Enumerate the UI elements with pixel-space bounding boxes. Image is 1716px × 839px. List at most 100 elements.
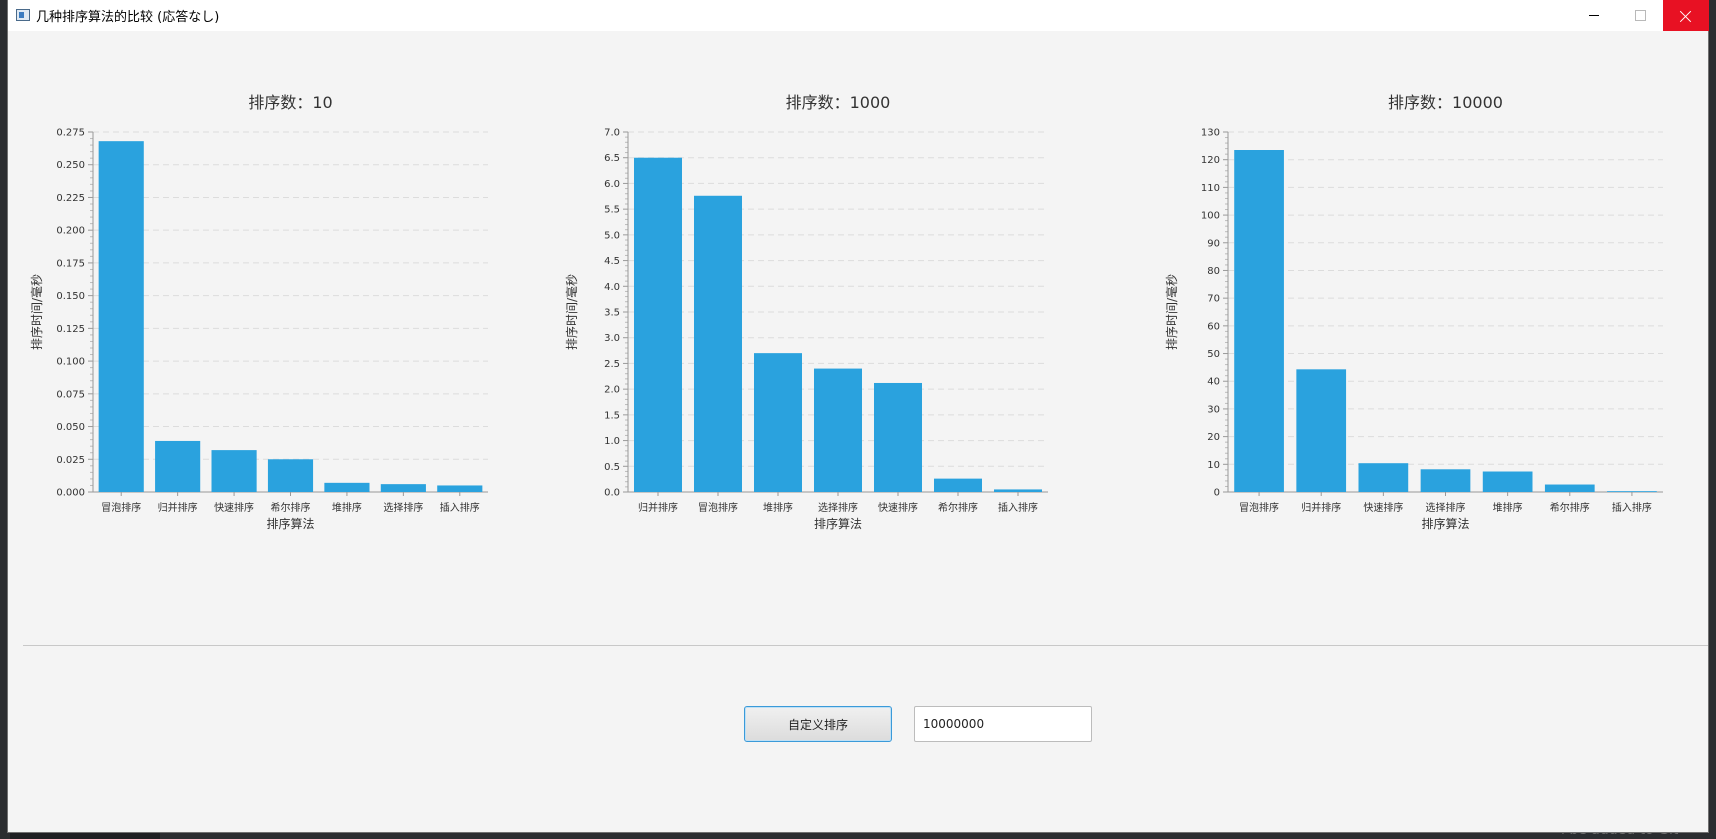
bar bbox=[98, 141, 144, 492]
y-tick-label: 1.5 bbox=[604, 410, 620, 421]
x-tick-label: 选择排序 bbox=[1426, 501, 1466, 514]
y-axis-label: 排序时间/毫秒 bbox=[564, 274, 579, 350]
x-tick-label: 选择排序 bbox=[818, 501, 858, 514]
y-tick-label: 70 bbox=[1207, 294, 1220, 305]
y-tick-label: 0.175 bbox=[56, 258, 85, 269]
x-tick-label: 希尔排序 bbox=[1550, 501, 1590, 514]
bar bbox=[1544, 484, 1595, 492]
main-content: 排序数：10 0.000 0.025 0.050 0.075 0.100 0.125 0.15… bbox=[8, 31, 1708, 832]
bar bbox=[155, 440, 201, 492]
y-tick-label: 2.0 bbox=[604, 385, 620, 396]
y-tick-label: 0.225 bbox=[56, 193, 85, 204]
y-tick-label: 30 bbox=[1207, 404, 1220, 415]
x-tick-label: 归并排序 bbox=[158, 501, 198, 514]
bar bbox=[934, 478, 982, 492]
x-tick-label: 希尔排序 bbox=[271, 501, 311, 514]
bar bbox=[1358, 463, 1409, 492]
separator-line bbox=[23, 645, 1708, 646]
y-tick-label: 0.125 bbox=[56, 324, 85, 335]
background-window-left bbox=[0, 0, 10, 839]
y-axis-label: 排序时间/毫秒 bbox=[1164, 274, 1179, 350]
y-tick-label: 110 bbox=[1201, 183, 1220, 194]
x-tick-label: 插入排序 bbox=[998, 501, 1038, 514]
y-tick-label: 100 bbox=[1201, 211, 1220, 222]
x-tick-label: 希尔排序 bbox=[938, 501, 978, 514]
chart-sort-10000: 排序数：10000 0 10 20 30 40 50 60 70 80 90 100 110 120 130… bbox=[1164, 93, 1663, 531]
sort-count-input[interactable] bbox=[914, 706, 1092, 742]
title-bar[interactable]: 几种排序算法的比较 (応答なし) bbox=[8, 0, 1709, 31]
bar bbox=[874, 382, 922, 492]
y-axis-label: 排序时间/毫秒 bbox=[29, 274, 44, 350]
app-window: 几种排序算法的比较 (応答なし) 排序数：10 0.000 0.025 0.050 0.… bbox=[8, 0, 1709, 832]
app-icon bbox=[16, 9, 30, 21]
chart-sort-1000: 排序数：1000 0.0 0.5 1.0 1.5 2.0 2.5 3.0 3.5 4.0 4.5 5.… bbox=[564, 93, 1048, 531]
y-tick-label: 0.200 bbox=[56, 226, 85, 237]
y-tick-label: 6.5 bbox=[604, 153, 620, 164]
y-tick-label: 130 bbox=[1201, 128, 1220, 139]
x-tick-label: 快速排序 bbox=[878, 501, 918, 514]
y-tick-label: 3.5 bbox=[604, 308, 620, 319]
x-tick-label: 冒泡排序 bbox=[101, 501, 141, 514]
x-tick-label: 快速排序 bbox=[214, 501, 254, 514]
minimize-icon bbox=[1589, 15, 1599, 16]
y-tick-label: 3.0 bbox=[604, 333, 620, 344]
y-tick-label: 0.5 bbox=[604, 462, 620, 473]
y-tick-label: 0.275 bbox=[56, 128, 85, 139]
chart-sort-10: 排序数：10 0.000 0.025 0.050 0.075 0.100 0.125 0.15… bbox=[29, 93, 488, 531]
y-tick-label: 7.0 bbox=[604, 128, 620, 139]
x-tick-label: 快速排序 bbox=[1363, 501, 1403, 514]
y-tick-label: 5.5 bbox=[604, 205, 620, 216]
bar bbox=[1234, 150, 1284, 492]
bar bbox=[754, 353, 802, 492]
y-tick-label: 0.150 bbox=[56, 291, 85, 302]
y-tick-label: 0.000 bbox=[56, 488, 85, 499]
x-tick-label: 归并排序 bbox=[638, 501, 678, 514]
x-tick-label: 冒泡排序 bbox=[1239, 501, 1279, 514]
bar bbox=[814, 368, 862, 492]
x-tick-label: 插入排序 bbox=[440, 501, 480, 514]
bar bbox=[1420, 469, 1471, 492]
x-tick-label: 堆排序 bbox=[1493, 501, 1523, 514]
y-tick-label: 120 bbox=[1201, 155, 1220, 166]
background-window-right bbox=[1708, 0, 1716, 839]
bar bbox=[1482, 471, 1533, 492]
y-tick-label: 4.5 bbox=[604, 256, 620, 267]
bar bbox=[1296, 369, 1347, 492]
x-tick-label: 堆排序 bbox=[332, 501, 362, 514]
y-tick-label: 0.075 bbox=[56, 389, 85, 400]
y-tick-label: 40 bbox=[1207, 377, 1220, 388]
x-tick-label: 归并排序 bbox=[1301, 501, 1341, 514]
maximize-button[interactable] bbox=[1617, 0, 1663, 31]
chart-title: 排序数：10 bbox=[248, 93, 332, 112]
x-tick-label: 插入排序 bbox=[1612, 501, 1652, 514]
y-tick-label: 60 bbox=[1207, 321, 1220, 332]
y-tick-label: 0.250 bbox=[56, 160, 85, 171]
y-tick-label: 5.0 bbox=[604, 230, 620, 241]
y-tick-label: 50 bbox=[1207, 349, 1220, 360]
y-tick-label: 20 bbox=[1207, 432, 1220, 443]
minimize-button[interactable] bbox=[1571, 0, 1617, 31]
bar bbox=[634, 157, 682, 492]
y-tick-label: 80 bbox=[1207, 266, 1220, 277]
bar bbox=[437, 485, 483, 492]
close-button[interactable] bbox=[1663, 0, 1709, 31]
background-window-bottom bbox=[160, 832, 1708, 839]
y-tick-label: 10 bbox=[1207, 460, 1220, 471]
custom-sort-button[interactable]: 自定义排序 bbox=[744, 706, 892, 742]
y-tick-label: 0.050 bbox=[56, 422, 85, 433]
x-tick-label: 冒泡排序 bbox=[698, 501, 738, 514]
bar bbox=[324, 482, 370, 492]
bar bbox=[211, 450, 257, 492]
y-tick-label: 4.0 bbox=[604, 282, 620, 293]
y-tick-label: 0 bbox=[1214, 488, 1220, 499]
maximize-icon bbox=[1634, 10, 1646, 21]
y-tick-label: 1.0 bbox=[604, 436, 620, 447]
chart-title: 排序数：1000 bbox=[786, 93, 891, 112]
bar bbox=[380, 484, 426, 492]
bar bbox=[694, 195, 742, 492]
x-axis-label: 排序算法 bbox=[1421, 516, 1469, 531]
y-tick-label: 0.025 bbox=[56, 455, 85, 466]
y-tick-label: 0.0 bbox=[604, 488, 620, 499]
y-tick-label: 90 bbox=[1207, 238, 1220, 249]
bar bbox=[994, 489, 1042, 492]
